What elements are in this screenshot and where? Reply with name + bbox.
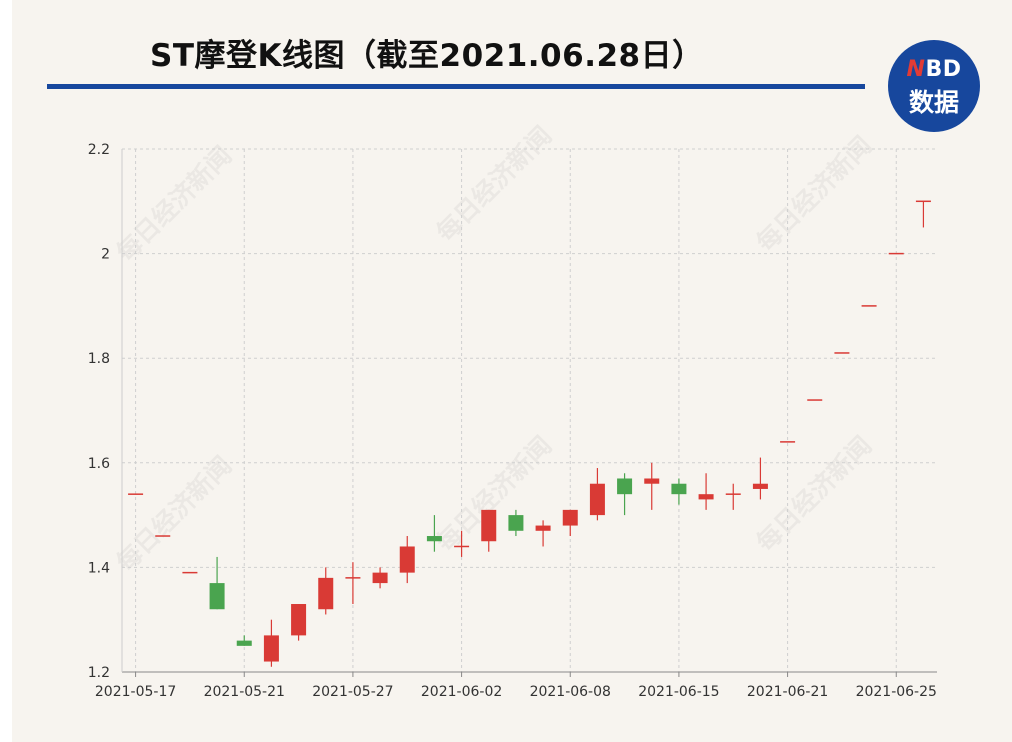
candle bbox=[209, 556, 225, 610]
candle bbox=[671, 478, 687, 505]
candle bbox=[291, 604, 307, 641]
candle bbox=[644, 462, 660, 510]
candle bbox=[535, 520, 551, 547]
candle bbox=[318, 567, 334, 615]
candle-body bbox=[236, 640, 252, 646]
y-tick-label: 1.8 bbox=[88, 351, 110, 367]
y-tick-label: 1.4 bbox=[88, 560, 110, 576]
candle bbox=[182, 571, 198, 574]
candle-body bbox=[128, 493, 144, 495]
x-tick-label: 2021-06-25 bbox=[856, 684, 937, 700]
page-title: ST摩登K线图（截至2021.06.28日） bbox=[150, 38, 704, 74]
candle-body bbox=[182, 571, 198, 574]
candle-body bbox=[535, 525, 551, 531]
candle bbox=[508, 509, 524, 537]
x-tick-label: 2021-05-21 bbox=[204, 684, 285, 700]
candle-body bbox=[318, 577, 334, 610]
candle bbox=[481, 509, 497, 552]
watermark-text: 每日经济新闻 bbox=[431, 121, 558, 248]
candle bbox=[617, 473, 633, 516]
candle bbox=[128, 493, 144, 495]
candle bbox=[263, 619, 279, 667]
candle-body bbox=[454, 545, 470, 548]
candle-body bbox=[915, 200, 931, 203]
chart-card bbox=[12, 0, 1012, 742]
candle-body bbox=[698, 494, 714, 500]
candle bbox=[915, 200, 931, 228]
candle-body bbox=[589, 483, 605, 516]
candle-body bbox=[291, 604, 307, 636]
y-tick-label: 1.2 bbox=[88, 665, 110, 681]
candle-body bbox=[780, 441, 796, 443]
x-tick-label: 2021-06-21 bbox=[747, 684, 828, 700]
candle bbox=[780, 441, 796, 443]
candle-body bbox=[562, 509, 578, 526]
candle bbox=[399, 536, 415, 584]
x-tick-label: 2021-05-27 bbox=[312, 684, 393, 700]
candle-body bbox=[617, 478, 633, 495]
y-tick-label: 2.2 bbox=[88, 142, 110, 158]
candle-body bbox=[372, 572, 388, 584]
watermark-text: 每日经济新闻 bbox=[751, 431, 878, 558]
candle-body bbox=[345, 577, 361, 579]
x-tick-label: 2021-05-17 bbox=[95, 684, 176, 700]
candle-body bbox=[481, 509, 497, 542]
candle-body bbox=[807, 399, 823, 401]
candle-body bbox=[209, 583, 225, 610]
x-tick-label: 2021-06-15 bbox=[638, 684, 719, 700]
candle bbox=[589, 468, 605, 521]
candle bbox=[725, 483, 741, 510]
logo-bottom-text: 数据 bbox=[908, 88, 959, 117]
watermark-text: 每日经济新闻 bbox=[751, 131, 878, 258]
candle bbox=[807, 399, 823, 401]
candle bbox=[426, 515, 442, 552]
candle bbox=[752, 457, 768, 500]
candle bbox=[698, 473, 714, 510]
candle bbox=[888, 252, 904, 255]
y-tick-label: 2 bbox=[101, 247, 110, 263]
nbd-data-logo: NBD 数据 bbox=[888, 40, 980, 132]
candle bbox=[562, 509, 578, 537]
x-tick-label: 2021-06-02 bbox=[421, 684, 502, 700]
candle-body bbox=[399, 546, 415, 573]
candle-body bbox=[263, 635, 279, 662]
candle-body bbox=[671, 483, 687, 495]
candle bbox=[861, 305, 877, 307]
y-tick-label: 1.6 bbox=[88, 456, 110, 472]
candle-body bbox=[508, 515, 524, 531]
chart-grid bbox=[122, 148, 937, 673]
chart-axes: 1.2 1.4 1.6 1.8 2 2.2 2021-05-17 2021-05-21 2021… bbox=[88, 142, 937, 700]
watermark-text: 每日经济新闻 bbox=[111, 141, 238, 268]
candle bbox=[834, 352, 850, 354]
candle-body bbox=[834, 352, 850, 354]
candle-body bbox=[861, 305, 877, 307]
candle bbox=[372, 567, 388, 589]
candle-body bbox=[644, 478, 660, 484]
candle-body bbox=[155, 535, 171, 537]
candle-body bbox=[888, 252, 904, 255]
logo-top-text: NBD bbox=[906, 57, 962, 82]
candle bbox=[236, 635, 252, 646]
candle-body bbox=[725, 493, 741, 495]
candle bbox=[155, 535, 171, 537]
x-tick-label: 2021-06-08 bbox=[530, 684, 611, 700]
watermark-text: 每日经济新闻 bbox=[111, 451, 238, 578]
candle bbox=[345, 562, 361, 605]
candle-body bbox=[426, 536, 442, 542]
candle-body bbox=[752, 483, 768, 489]
candle bbox=[454, 530, 470, 557]
title-underline bbox=[47, 84, 865, 89]
candle-series bbox=[128, 200, 931, 667]
